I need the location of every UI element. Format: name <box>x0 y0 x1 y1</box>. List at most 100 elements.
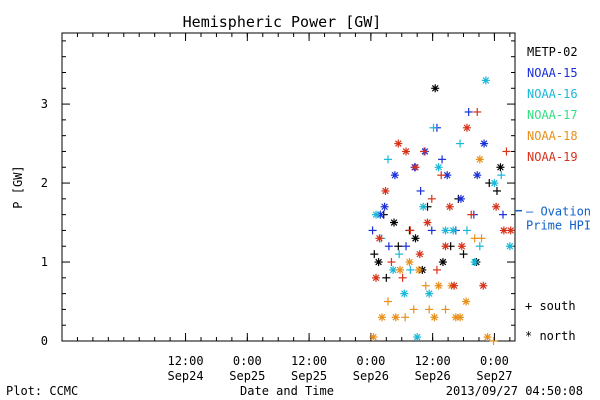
x-tick-time-label: 12:00 <box>291 354 327 368</box>
x-tick-day-label: Sep24 <box>167 369 203 383</box>
point-noaa-18-plus <box>489 337 498 345</box>
point-noaa-19-asterisk <box>402 147 411 156</box>
point-noaa-19-plus <box>502 147 511 156</box>
point-noaa-19-plus <box>420 147 429 156</box>
point-noaa-18-plus <box>384 297 393 306</box>
point-noaa-15-plus <box>438 155 447 164</box>
point-noaa-16-asterisk <box>425 289 434 298</box>
point-noaa-15-plus <box>416 186 425 195</box>
y-tick-label: 3 <box>41 97 48 111</box>
marker-legend-plus: + south <box>525 299 576 313</box>
y-tick-label: 1 <box>41 255 48 269</box>
x-tick-day-label: Sep26 <box>415 369 451 383</box>
point-noaa-16-asterisk <box>441 226 450 235</box>
x-tick-time-label: 0:00 <box>233 354 262 368</box>
point-metp-02-plus <box>459 250 468 259</box>
point-noaa-19-asterisk <box>457 242 466 251</box>
point-noaa-18-asterisk <box>462 297 471 306</box>
point-metp-02-asterisk <box>496 163 505 172</box>
point-noaa-16-plus <box>456 139 465 148</box>
legend-item-noaa-19: NOAA-19 <box>527 150 578 164</box>
point-noaa-19-asterisk <box>381 186 390 195</box>
point-metp-02-plus <box>370 250 379 259</box>
point-noaa-16-asterisk <box>372 210 381 219</box>
point-noaa-18-plus <box>477 234 486 243</box>
point-noaa-15-asterisk <box>480 139 489 148</box>
point-noaa-18-plus <box>425 305 434 314</box>
point-noaa-19-asterisk <box>372 273 381 282</box>
point-noaa-19-plus <box>398 273 407 282</box>
point-noaa-15-plus <box>368 226 377 235</box>
legend-item-noaa-18: NOAA-18 <box>527 129 578 143</box>
x-tick-time-label: 12:00 <box>415 354 451 368</box>
point-noaa-15-asterisk <box>390 171 399 180</box>
point-noaa-16-asterisk <box>449 226 458 235</box>
point-noaa-19-asterisk <box>423 218 432 227</box>
data-points <box>368 76 515 345</box>
point-noaa-16-plus <box>429 123 438 132</box>
point-noaa-19-asterisk <box>450 281 459 290</box>
x-axis-label: Date and Time <box>240 384 334 398</box>
marker-legend-asterisk: * north <box>525 329 576 343</box>
point-noaa-19-asterisk <box>506 226 515 235</box>
point-noaa-15-plus <box>402 242 411 251</box>
point-noaa-19-plus <box>406 226 415 235</box>
point-noaa-18-asterisk <box>396 265 405 274</box>
point-noaa-15-plus <box>464 107 473 116</box>
point-noaa-18-asterisk <box>391 313 400 322</box>
point-noaa-15-plus <box>427 226 436 235</box>
series-legend: METP-02 NOAA-15 NOAA-16 NOAA-17 NOAA-18 NOAA-… <box>527 45 578 164</box>
marker-legend: + south * north <box>525 299 576 343</box>
point-noaa-15-asterisk <box>473 171 482 180</box>
point-noaa-16-plus <box>462 226 471 235</box>
x-tick-day-label: Sep27 <box>476 369 512 383</box>
point-noaa-18-plus <box>421 281 430 290</box>
point-metp-02-asterisk <box>390 218 399 227</box>
x-tick-time-label: 12:00 <box>167 354 203 368</box>
point-metp-02-asterisk <box>431 84 440 93</box>
point-noaa-15-plus <box>384 242 393 251</box>
point-noaa-16-plus <box>395 250 404 259</box>
point-noaa-19-plus <box>467 210 476 219</box>
point-metp-02-plus <box>492 186 501 195</box>
point-noaa-18-asterisk <box>414 265 423 274</box>
point-noaa-16-asterisk <box>400 289 409 298</box>
point-noaa-19-plus <box>387 258 396 267</box>
point-noaa-15-plus <box>498 210 507 219</box>
y-axis: 0 1 2 3 <box>41 40 515 348</box>
legend-item-metp-02: METP-02 <box>527 45 578 59</box>
point-metp-02-asterisk <box>438 258 447 267</box>
x-tick-time-label: 0:00 <box>480 354 509 368</box>
point-noaa-19-asterisk <box>479 281 488 290</box>
point-noaa-19-plus <box>432 265 441 274</box>
ovation-label-2: Prime HPI <box>526 219 591 233</box>
plot-frame <box>61 32 516 342</box>
x-tick-day-label: Sep25 <box>291 369 327 383</box>
point-noaa-18-asterisk <box>456 313 465 322</box>
chart-title: Hemispheric Power [GW] <box>183 13 382 31</box>
legend-item-noaa-15: NOAA-15 <box>527 66 578 80</box>
point-noaa-19-asterisk <box>394 139 403 148</box>
point-metp-02-asterisk <box>411 234 420 243</box>
x-tick-day-label: Sep25 <box>229 369 265 383</box>
point-noaa-18-plus <box>470 234 479 243</box>
point-noaa-16-asterisk <box>481 76 490 85</box>
point-noaa-16-asterisk <box>434 163 443 172</box>
point-noaa-16-asterisk <box>490 179 499 188</box>
point-noaa-19-asterisk <box>411 163 420 172</box>
ovation-label: – Ovation <box>526 205 591 219</box>
point-noaa-16-asterisk <box>389 265 398 274</box>
y-tick-label: 2 <box>41 176 48 190</box>
plot-credit: Plot: CCMC <box>6 384 78 398</box>
point-noaa-18-asterisk <box>475 155 484 164</box>
point-noaa-19-plus <box>437 171 446 180</box>
point-metp-02-asterisk <box>374 258 383 267</box>
point-noaa-19-asterisk <box>499 226 508 235</box>
point-noaa-15-asterisk <box>456 194 465 203</box>
point-noaa-16-plus <box>475 242 484 251</box>
y-tick-label: 0 <box>41 334 48 348</box>
point-noaa-18-asterisk <box>369 333 378 342</box>
point-noaa-16-plus <box>406 265 415 274</box>
